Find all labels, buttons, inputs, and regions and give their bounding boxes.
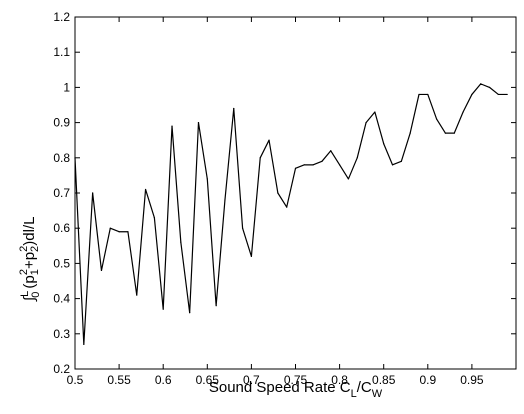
x-tick-label-9: 0.95 — [460, 373, 484, 387]
x-tick-label-4: 0.7 — [243, 373, 260, 387]
y-axis: 0.2 0.3 0.4 0.5 0.6 0.7 0.8 0.9 1 1.1 1.2 — [53, 10, 516, 376]
y-label-p1-sq: 2 — [18, 269, 30, 275]
data-point-8 — [144, 188, 147, 191]
series-line — [74, 83, 508, 345]
data-point-21 — [259, 157, 261, 159]
data-point-27 — [312, 164, 314, 166]
data-point-1 — [83, 343, 85, 345]
data-point-35 — [383, 143, 385, 145]
y-tick-label-5: 0.7 — [53, 186, 70, 200]
data-point-30 — [339, 164, 341, 166]
data-point-0 — [74, 157, 76, 159]
y-axis-label: ∫L0(p12+p22)dl/L — [18, 217, 42, 303]
data-point-6 — [127, 231, 129, 233]
data-point-40 — [427, 93, 429, 96]
y-tick-label-8: 1 — [63, 80, 70, 94]
data-point-47 — [488, 86, 491, 88]
data-point-42 — [444, 132, 447, 134]
y-tick-label-0: 0.2 — [53, 362, 70, 376]
data-point-36 — [391, 164, 394, 166]
y-label-upper-limit: L — [19, 291, 31, 297]
y-tick-label-1: 0.3 — [53, 327, 70, 341]
data-point-17 — [224, 199, 226, 201]
data-point-16 — [215, 305, 217, 307]
x-label-sub-l: L — [351, 388, 357, 400]
data-point-9 — [153, 217, 155, 219]
x-label-sub-w: W — [372, 388, 383, 400]
data-point-4 — [109, 227, 111, 229]
data-point-2 — [92, 192, 94, 194]
data-point-22 — [268, 139, 270, 141]
x-tick-label-0: 0.5 — [67, 373, 84, 387]
y-label-p2-sq: 2 — [18, 246, 30, 252]
data-point-44 — [462, 111, 464, 113]
data-point-23 — [277, 192, 279, 194]
data-point-46 — [480, 83, 482, 85]
data-points — [74, 83, 508, 345]
data-point-19 — [241, 227, 244, 229]
y-label-p1-sub: 1 — [29, 269, 41, 275]
x-label-main: Sound Speed Rate C — [209, 379, 351, 396]
y-tick-label-3: 0.5 — [53, 256, 70, 270]
data-point-39 — [418, 93, 420, 96]
data-point-24 — [286, 206, 288, 208]
x-tick-label-1: 0.55 — [107, 373, 131, 387]
data-point-33 — [365, 122, 367, 124]
y-label-integral: ∫ — [21, 295, 38, 302]
data-point-31 — [347, 178, 350, 180]
data-point-7 — [136, 294, 138, 296]
data-point-45 — [471, 93, 473, 96]
data-point-28 — [321, 160, 323, 162]
x-tick-label-2: 0.6 — [155, 373, 172, 387]
data-point-49 — [506, 93, 508, 96]
y-tick-label-9: 1.1 — [53, 45, 70, 59]
data-point-15 — [206, 178, 208, 180]
data-point-18 — [233, 107, 235, 110]
y-label-open: (p — [21, 275, 38, 288]
y-tick-label-6: 0.8 — [53, 151, 70, 165]
x-tick-label-7: 0.85 — [372, 373, 396, 387]
y-tick-label-10: 1.2 — [53, 10, 70, 24]
y-tick-label-4: 0.6 — [53, 221, 70, 235]
data-point-34 — [374, 111, 376, 113]
y-tick-label-7: 0.9 — [53, 116, 70, 130]
data-point-3 — [100, 269, 103, 272]
data-point-26 — [303, 164, 305, 166]
data-point-32 — [356, 157, 358, 159]
y-label-lower-limit: 0 — [30, 292, 42, 298]
data-point-29 — [330, 150, 332, 152]
data-point-11 — [171, 125, 173, 127]
x-axis: 0.5 0.55 0.6 0.65 0.7 0.75 0.8 0.85 0.9 0.95 — [67, 17, 484, 387]
data-point-41 — [436, 118, 438, 120]
data-point-10 — [162, 308, 164, 310]
data-point-5 — [118, 231, 120, 233]
x-tick-label-5: 0.75 — [284, 373, 308, 387]
data-point-38 — [409, 132, 411, 134]
data-point-43 — [453, 132, 455, 134]
x-label-mid: /C — [357, 379, 372, 396]
x-tick-label-8: 0.9 — [419, 373, 436, 387]
data-point-48 — [497, 93, 499, 96]
y-tick-label-2: 0.4 — [53, 292, 70, 306]
y-label-p2-sub: 2 — [29, 246, 41, 252]
data-point-20 — [250, 255, 252, 257]
data-point-13 — [189, 312, 191, 314]
data-point-14 — [197, 122, 200, 124]
y-label-close: )dl/L — [21, 217, 38, 246]
x-tick-label-3: 0.65 — [196, 373, 220, 387]
plot-area: 0.5 0.55 0.6 0.65 0.7 0.75 0.8 0.85 0.9 0.95 0.20… — [53, 10, 517, 387]
data-point-37 — [400, 160, 402, 162]
axes-box — [74, 16, 517, 370]
x-tick-label-6: 0.8 — [331, 373, 348, 387]
x-axis-label: Sound Speed Rate CL/CW — [209, 379, 383, 400]
y-label-plus: +p — [21, 252, 38, 269]
data-point-25 — [294, 167, 297, 169]
data-point-12 — [180, 241, 182, 243]
